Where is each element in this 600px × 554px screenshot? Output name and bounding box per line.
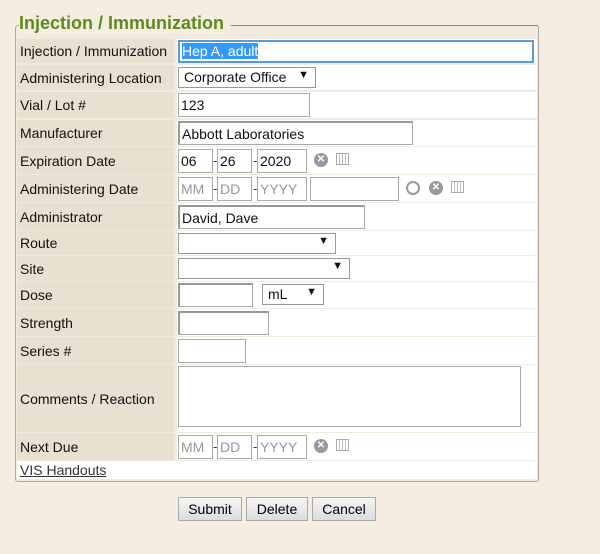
submit-button[interactable]: Submit [178,497,242,521]
separator: - [213,439,218,454]
dose-input[interactable] [178,283,253,307]
calendar-icon[interactable] [451,181,464,193]
label: Dose [17,282,174,308]
site-select[interactable]: ▼ [178,258,350,279]
vis-handouts-link[interactable]: VIS Handouts [20,462,107,478]
series-input[interactable] [178,339,246,363]
lot-input[interactable]: 123 [178,93,310,117]
row-route: Route ▼ [17,231,537,255]
label: Comments / Reaction [17,365,174,432]
clock-icon[interactable] [406,181,420,195]
location-select[interactable]: Corporate Office ▼ [178,67,316,88]
row-comments: Comments / Reaction [17,365,537,432]
label: Next Due [17,433,174,460]
comments-textarea[interactable] [178,366,521,427]
row-dose: Dose mL ▼ [17,282,537,308]
row-location: Administering Location Corporate Office ▼ [17,65,537,90]
delete-button[interactable]: Delete [246,497,308,521]
expiration-day[interactable]: 26 [217,149,252,173]
row-admin-date: Administering Date MM - DD - YYYY ✕ [17,175,537,202]
admin-day[interactable]: DD [217,177,252,201]
next-due-year[interactable]: YYYY [257,435,307,459]
row-manufacturer: Manufacturer Abbott Laboratories [17,120,537,146]
strength-input[interactable] [178,311,269,335]
admin-time-input[interactable] [310,177,399,201]
label: Site [17,256,174,281]
chevron-down-icon: ▼ [332,260,343,272]
row-series: Series # [17,337,537,364]
admin-year[interactable]: YYYY [257,177,307,201]
injection-input[interactable]: Hep A, adult [178,40,534,63]
label: Vial / Lot # [17,92,174,118]
admin-month[interactable]: MM [178,177,213,201]
clear-icon[interactable]: ✕ [314,153,328,167]
administrator-input[interactable]: David, Dave [178,205,365,229]
clear-icon[interactable]: ✕ [314,439,328,453]
next-due-month[interactable]: MM [178,435,213,459]
cancel-button[interactable]: Cancel [312,497,376,521]
next-due-day[interactable]: DD [217,435,252,459]
row-next-due: Next Due MM - DD - YYYY ✕ [17,433,537,460]
location-value: Corporate Office [184,69,287,85]
route-select[interactable]: ▼ [178,233,336,254]
row-lot: Vial / Lot # 123 [17,92,537,118]
vis-row: VIS Handouts [17,461,537,479]
label: Administrator [17,203,174,230]
dose-unit-select[interactable]: mL ▼ [262,284,324,305]
label: Injection / Immunization [17,39,174,63]
label: Strength [17,309,174,336]
row-injection: Injection / Immunization Hep A, adult [17,39,537,63]
manufacturer-input[interactable]: Abbott Laboratories [178,121,413,145]
chevron-down-icon: ▼ [298,69,309,81]
row-site: Site ▼ [17,256,537,281]
calendar-icon[interactable] [336,439,349,451]
label: Route [17,231,174,255]
label: Administering Location [17,65,174,90]
injection-value: Hep A, adult [182,43,259,59]
clear-icon[interactable]: ✕ [429,181,443,195]
chevron-down-icon: ▼ [306,286,317,298]
separator: - [213,181,218,196]
label: Manufacturer [17,120,174,146]
label: Series # [17,337,174,364]
calendar-icon[interactable] [336,153,349,165]
separator: - [253,181,258,196]
legend-line [232,25,538,26]
dose-unit-value: mL [268,286,288,302]
fieldset-legend: Injection / Immunization [19,13,231,34]
expiration-year[interactable]: 2020 [257,149,307,173]
row-administrator: Administrator David, Dave [17,203,537,230]
expiration-month[interactable]: 06 [178,149,213,173]
label: Expiration Date [17,147,174,174]
row-strength: Strength [17,309,537,336]
row-expiration: Expiration Date 06 - 26 - 2020 ✕ [17,147,537,174]
separator: - [213,153,218,168]
chevron-down-icon: ▼ [318,235,329,247]
label: Administering Date [17,175,174,202]
separator: - [253,153,258,168]
separator: - [253,439,258,454]
